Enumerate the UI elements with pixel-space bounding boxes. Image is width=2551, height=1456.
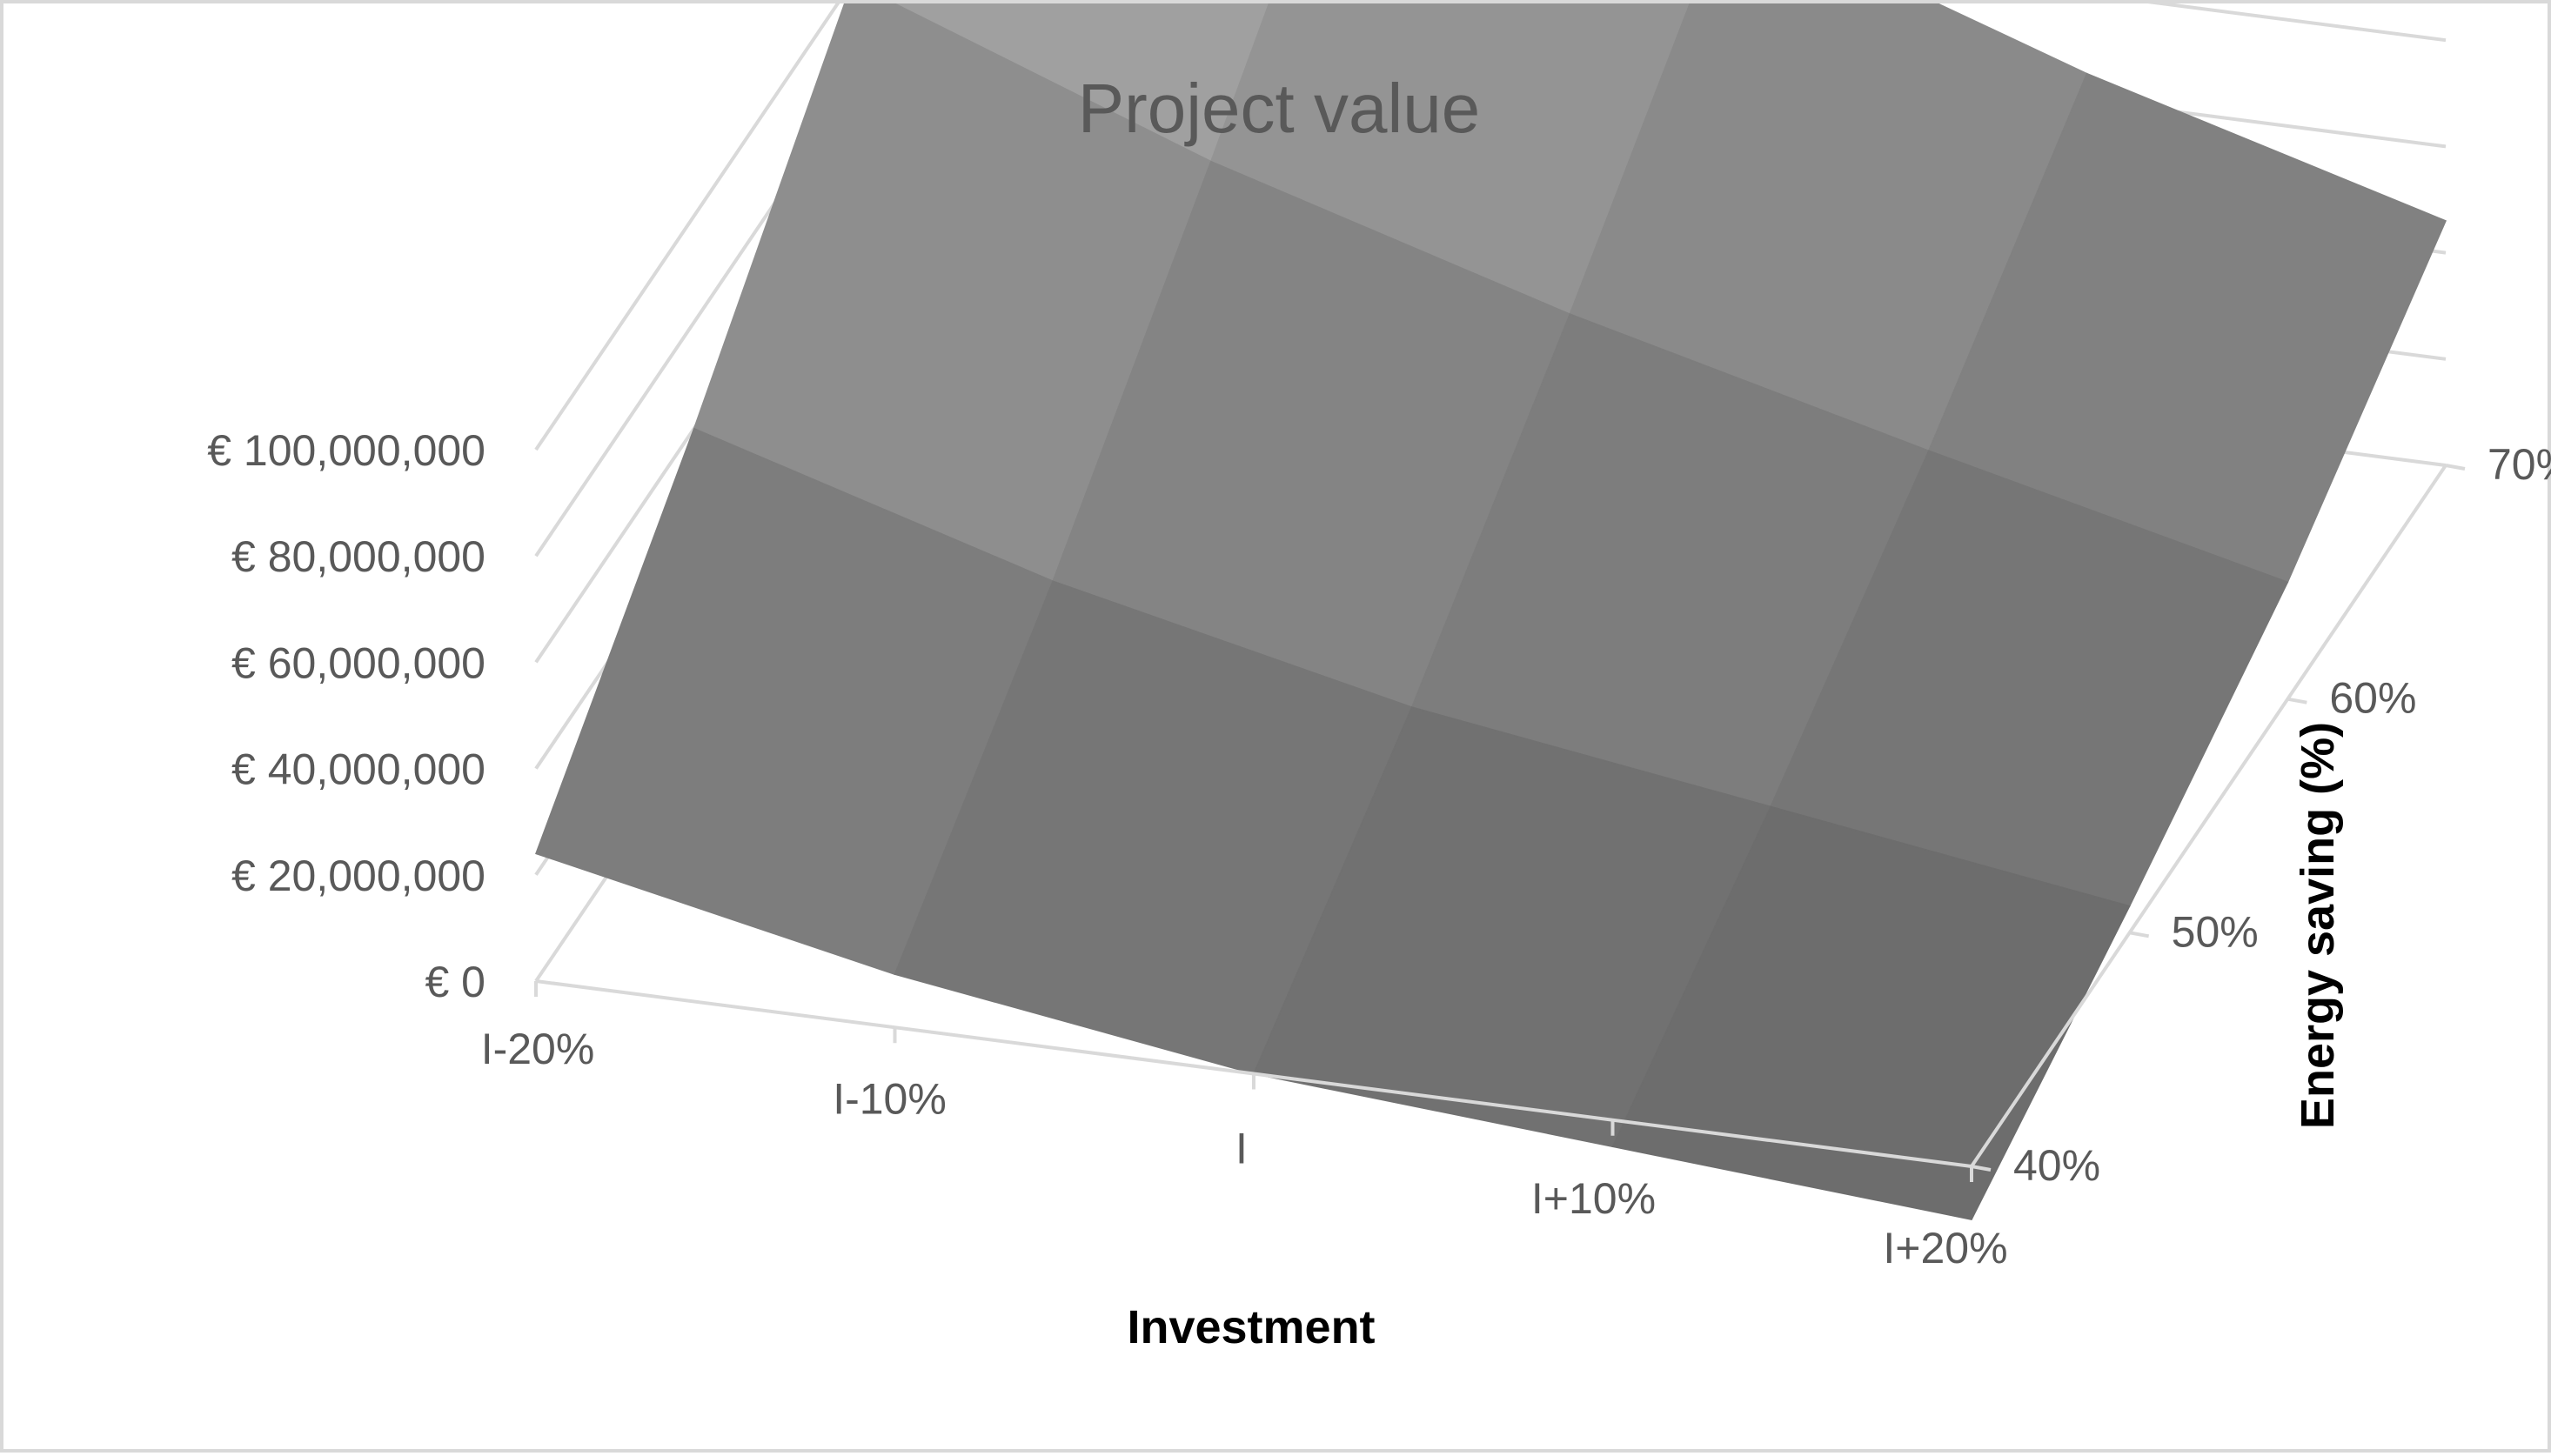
z-tick-label-0: € 0 bbox=[425, 958, 485, 1006]
depth-tick-label-1: 50% bbox=[2172, 907, 2259, 956]
z-tick-label-1: € 20,000,000 bbox=[231, 852, 485, 900]
ticks-layer: I-20% I-10% I I+10% I+20%40% 50% 60% 70% € 0 € 20… bbox=[207, 426, 2551, 1272]
x-axis-label: Investment bbox=[1127, 1301, 1375, 1353]
depth-tick-mark-2 bbox=[2287, 697, 2307, 705]
depth-axis-label: Energy saving (%) bbox=[2292, 722, 2344, 1129]
surface-chart: I-20% I-10% I I+10% I+20%40% 50% 60% 70% € 0 € 20… bbox=[207, 3, 2551, 1353]
depth-tick-mark-3 bbox=[2445, 464, 2466, 471]
depth-tick-mark-0 bbox=[1971, 1165, 1992, 1172]
z-tick-label-4: € 80,000,000 bbox=[231, 532, 485, 581]
depth-tick-label-0: 40% bbox=[2013, 1141, 2100, 1190]
z-tick-label-2: € 40,000,000 bbox=[231, 745, 485, 794]
x-tick-label-0: I-20% bbox=[481, 1025, 595, 1073]
z-tick-label-5: € 100,000,000 bbox=[207, 426, 485, 475]
x-tick-label-2: I bbox=[1235, 1125, 1248, 1173]
depth-tick-label-2: 60% bbox=[2329, 674, 2416, 723]
chart-title: Project value bbox=[1078, 70, 1480, 147]
depth-tick-mark-1 bbox=[2129, 931, 2150, 938]
z-tick-label-3: € 60,000,000 bbox=[231, 638, 485, 687]
x-tick-label-1: I-10% bbox=[833, 1074, 947, 1123]
surface-cell-0-3 bbox=[1611, 805, 2131, 1220]
depth-axis-line bbox=[1970, 464, 2447, 1168]
depth-tick-label-3: 70% bbox=[2487, 440, 2551, 489]
gridline-z-4 bbox=[534, 3, 2447, 558]
x-tick-label-3: I+10% bbox=[1531, 1174, 1656, 1223]
x-tick-label-4: I+20% bbox=[1883, 1224, 2007, 1272]
gridline-z-5 bbox=[534, 3, 840, 451]
surface-layer bbox=[535, 3, 2447, 1220]
